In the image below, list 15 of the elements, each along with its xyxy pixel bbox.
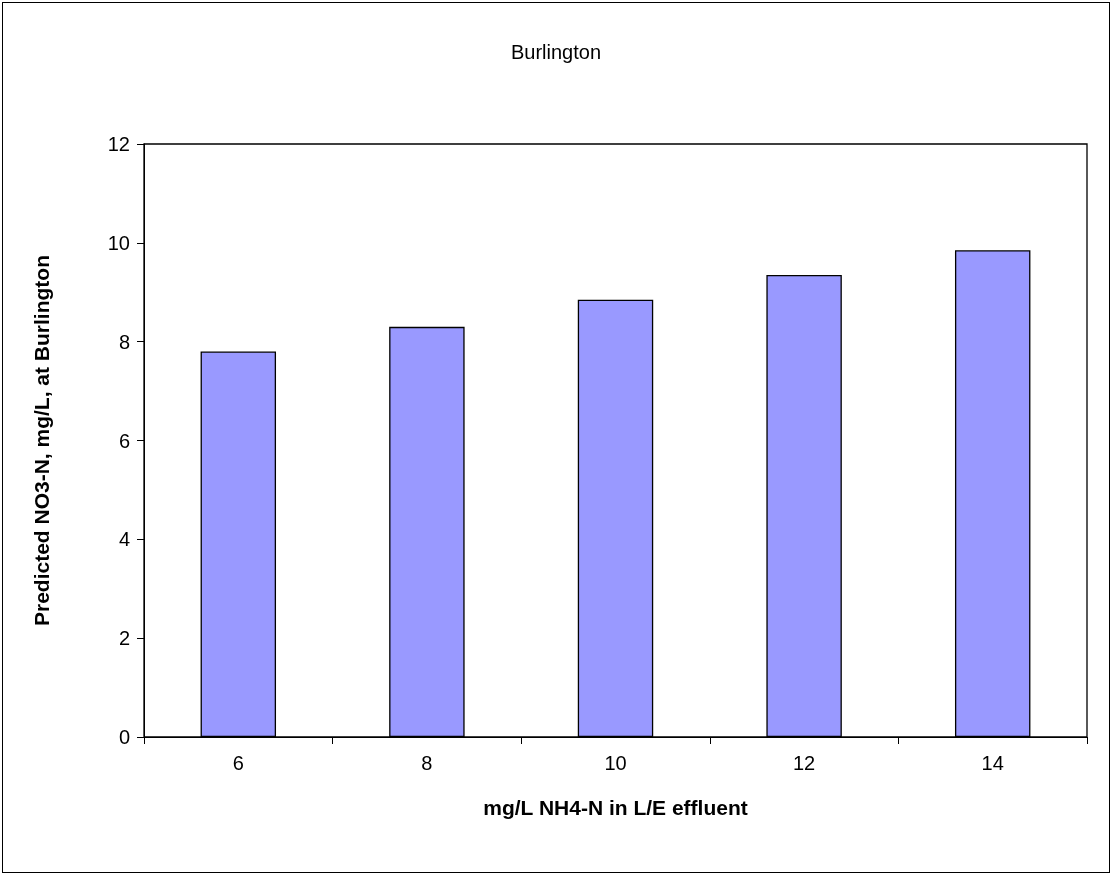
x-tick-label: 8 bbox=[421, 752, 433, 774]
y-tick-label: 8 bbox=[118, 330, 130, 353]
x-tick-label: 10 bbox=[604, 752, 627, 774]
y-tick-label: 2 bbox=[118, 627, 130, 650]
x-tick-label: 6 bbox=[232, 752, 244, 774]
y-tick-label: 0 bbox=[118, 726, 130, 748]
y-tick-label: 10 bbox=[107, 231, 130, 254]
x-tick-label: 12 bbox=[792, 752, 816, 774]
x-axis-title: mg/L NH4-N in L/E effluent bbox=[483, 796, 748, 819]
y-tick-label: 4 bbox=[118, 528, 130, 551]
y-axis-title: Predicted NO3-N, mg/L, at Burlington bbox=[30, 254, 53, 627]
chart-title: Burlington bbox=[510, 41, 602, 63]
x-tick-label: 14 bbox=[981, 752, 1004, 774]
y-tick-label: 6 bbox=[118, 429, 130, 452]
y-tick-label: 12 bbox=[107, 133, 130, 155]
